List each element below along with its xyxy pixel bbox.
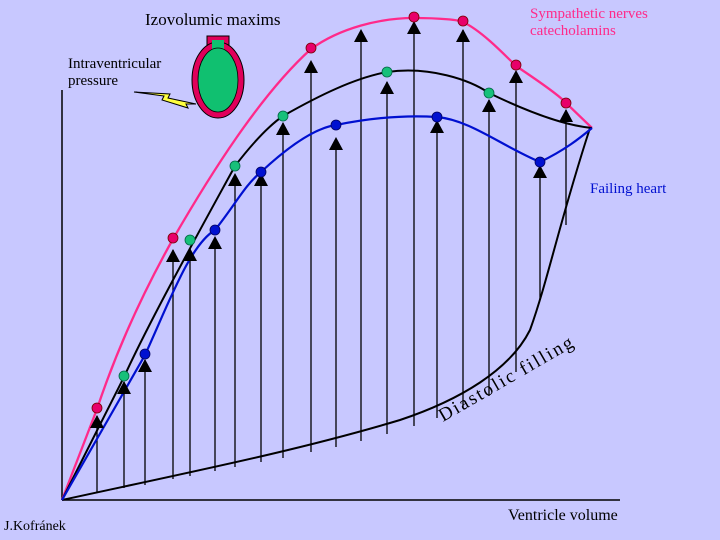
diastolic-filling-label: Diastolic filling [435,331,579,426]
lightning-icon [133,91,197,109]
sympathetic-label-text: Sympathetic nerves catecholamins [530,6,648,40]
sympathetic-curve [60,16,593,501]
normal-curve [61,69,593,501]
failing-points [139,111,546,360]
failing-curve [61,115,593,501]
diastolic-filling-curve [61,127,591,501]
filling-lines [96,25,567,493]
ventricle-icon [191,35,245,119]
pressure-label: Intraventricular pressure [68,56,198,91]
normal-points [118,66,495,382]
author-label: J.Kofránek [4,519,66,534]
page-title: Izovolumic maxims [145,10,281,29]
arrow-markers [90,21,573,428]
sympathetic-label: Sympathetic nerves catecholamins [530,6,670,41]
failing-heart-label: Failing heart [590,181,667,197]
x-axis-label: Ventricle volume [508,507,618,524]
sympathetic-points [91,11,572,414]
pressure-label-text: Intraventricular pressure [68,56,162,90]
